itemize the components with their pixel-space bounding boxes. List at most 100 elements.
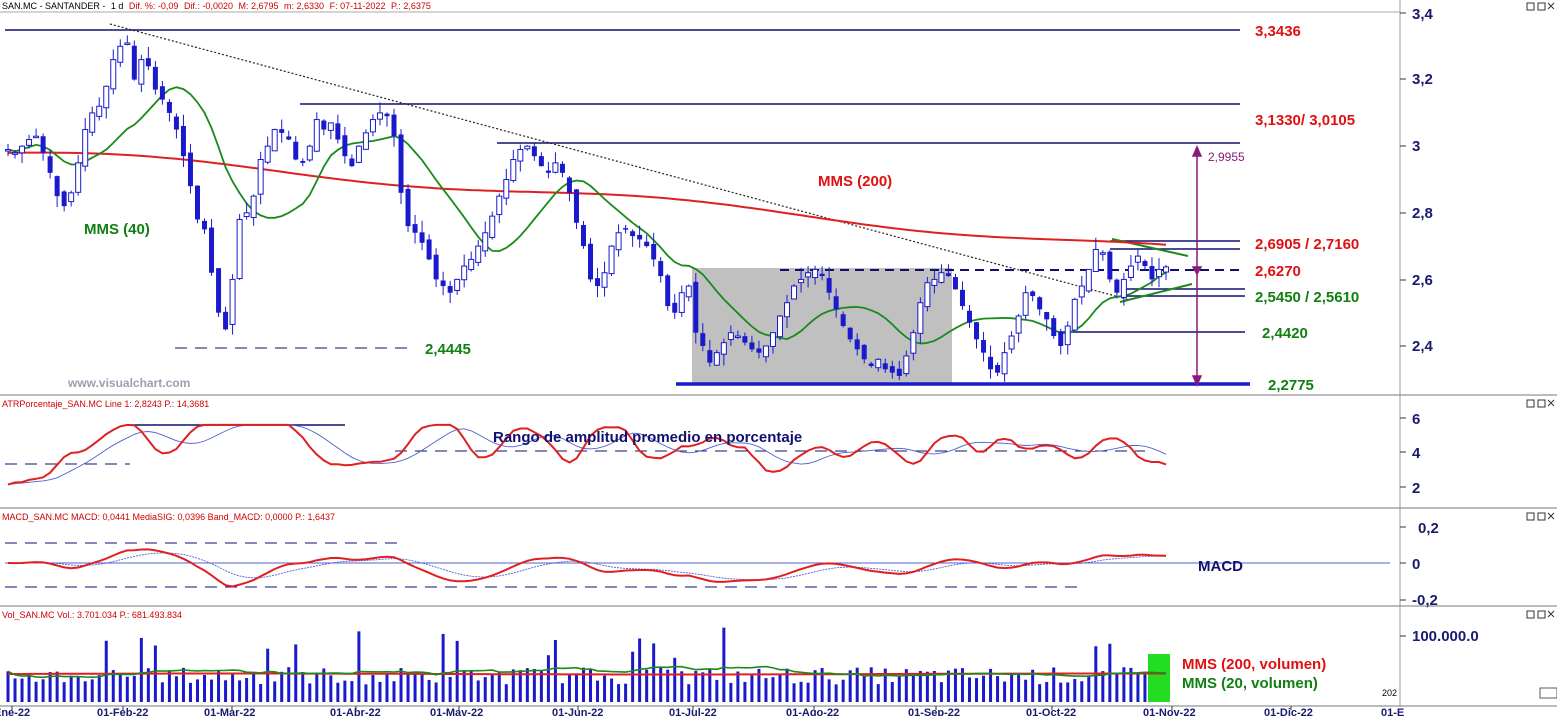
candle	[713, 349, 720, 366]
candle	[1114, 278, 1120, 299]
volume-bar	[778, 674, 782, 702]
volume-bar	[210, 679, 214, 702]
volume-bar	[743, 681, 747, 702]
volume-bar	[357, 631, 361, 702]
candle	[279, 119, 285, 143]
scale-button[interactable]	[1539, 687, 1557, 699]
volume-bar	[195, 679, 199, 702]
candle	[580, 220, 586, 249]
volume-bar	[694, 671, 698, 702]
candle	[236, 213, 243, 280]
candle	[440, 271, 446, 296]
volume-bar	[1136, 672, 1140, 702]
candle	[882, 358, 888, 373]
volume-bar	[813, 670, 817, 702]
candle	[756, 340, 762, 359]
volume-bar	[441, 633, 445, 702]
volume-bar	[1024, 679, 1028, 702]
level-label-2-442: 2,4420	[1262, 325, 1308, 342]
volume-window-controls[interactable]	[1526, 610, 1555, 619]
candle	[321, 119, 327, 136]
price-window-controls[interactable]	[1526, 2, 1555, 11]
candle	[117, 39, 124, 67]
volume-bar	[925, 671, 929, 702]
volume-bar	[1059, 682, 1063, 702]
volume-bar	[308, 683, 312, 702]
volume-bar	[539, 671, 543, 702]
candle	[216, 268, 222, 317]
volume-bar	[764, 678, 768, 702]
volume-bar	[1129, 667, 1133, 702]
candle	[1085, 268, 1092, 294]
volume-bar	[862, 676, 866, 702]
candle	[749, 335, 755, 352]
atr-panel: Rango de amplitud promedio en porcentaje	[5, 423, 1167, 486]
candle	[349, 154, 355, 168]
candle	[854, 333, 860, 356]
candle	[510, 149, 517, 183]
atr-tick-4: 4	[1412, 445, 1421, 462]
volume-bar	[799, 681, 803, 702]
volume-tick-100m: 100.000.0	[1412, 628, 1479, 645]
volume-bar	[273, 681, 277, 702]
volume-bar	[118, 673, 122, 702]
candle	[630, 229, 636, 247]
candle	[651, 232, 657, 267]
volume-bar	[497, 671, 501, 702]
x-axis: Ene-22 01-Feb-22 01-Mar-22 01-Abr-22 01-…	[0, 706, 1404, 716]
macd-window-controls[interactable]	[1526, 512, 1555, 521]
level-label-2-545-2-561: 2,5450 / 2,5610	[1255, 289, 1359, 306]
volume-bar	[55, 671, 59, 702]
volume-bar	[883, 668, 887, 702]
volume-mms200-label: MMS (200, volumen)	[1182, 656, 1326, 673]
volume-bar	[785, 668, 789, 702]
volume-bar	[217, 671, 221, 702]
volume-bar	[483, 677, 487, 702]
volume-bar	[518, 670, 522, 702]
candle	[19, 145, 26, 164]
candle	[1001, 342, 1008, 382]
volume-bar	[62, 682, 66, 702]
volume-bar	[146, 668, 150, 702]
volume-bar	[771, 677, 775, 702]
atr-tick-6: 6	[1412, 411, 1420, 428]
volume-bar	[596, 680, 600, 702]
watermark: www.visualchart.com	[67, 376, 190, 390]
volume-bar	[750, 675, 754, 702]
volume-bar	[841, 679, 845, 702]
candle	[819, 266, 825, 281]
candle	[75, 155, 82, 196]
candle	[384, 112, 390, 127]
volume-bar	[736, 671, 740, 702]
x-tick-sep-22: 01-Sep-22	[908, 707, 960, 716]
candle	[152, 61, 158, 95]
candle	[826, 267, 832, 300]
volume-bar	[680, 671, 684, 702]
candle	[433, 248, 439, 288]
volume-bar	[364, 684, 368, 702]
volume-bar	[111, 670, 115, 702]
level-label-3-133-3-0105: 3,1330/ 3,0105	[1255, 112, 1355, 129]
volume-bar	[701, 672, 705, 702]
candle	[496, 193, 503, 224]
candle	[110, 49, 117, 95]
volume-bar	[245, 677, 249, 702]
volume-bar	[890, 681, 894, 702]
volume-bar	[48, 672, 52, 702]
candle	[910, 329, 917, 361]
volume-bar	[967, 677, 971, 702]
candle	[559, 161, 565, 178]
price-y-axis: 3,4 3,2 3 2,8 2,6 2,4	[1400, 6, 1434, 355]
candle	[202, 218, 208, 235]
atr-main-line	[7, 423, 1167, 486]
x-tick-mar-22: 01-Mar-22	[204, 707, 255, 716]
volume-bar	[413, 673, 417, 702]
candle	[945, 264, 951, 277]
candle	[138, 54, 145, 93]
candle	[229, 274, 236, 335]
candle	[461, 254, 468, 288]
x-tick-jun-22: 01-Jun-22	[552, 707, 603, 716]
atr-window-controls[interactable]	[1526, 399, 1555, 408]
volume-bar	[729, 682, 733, 702]
candle	[595, 267, 601, 298]
